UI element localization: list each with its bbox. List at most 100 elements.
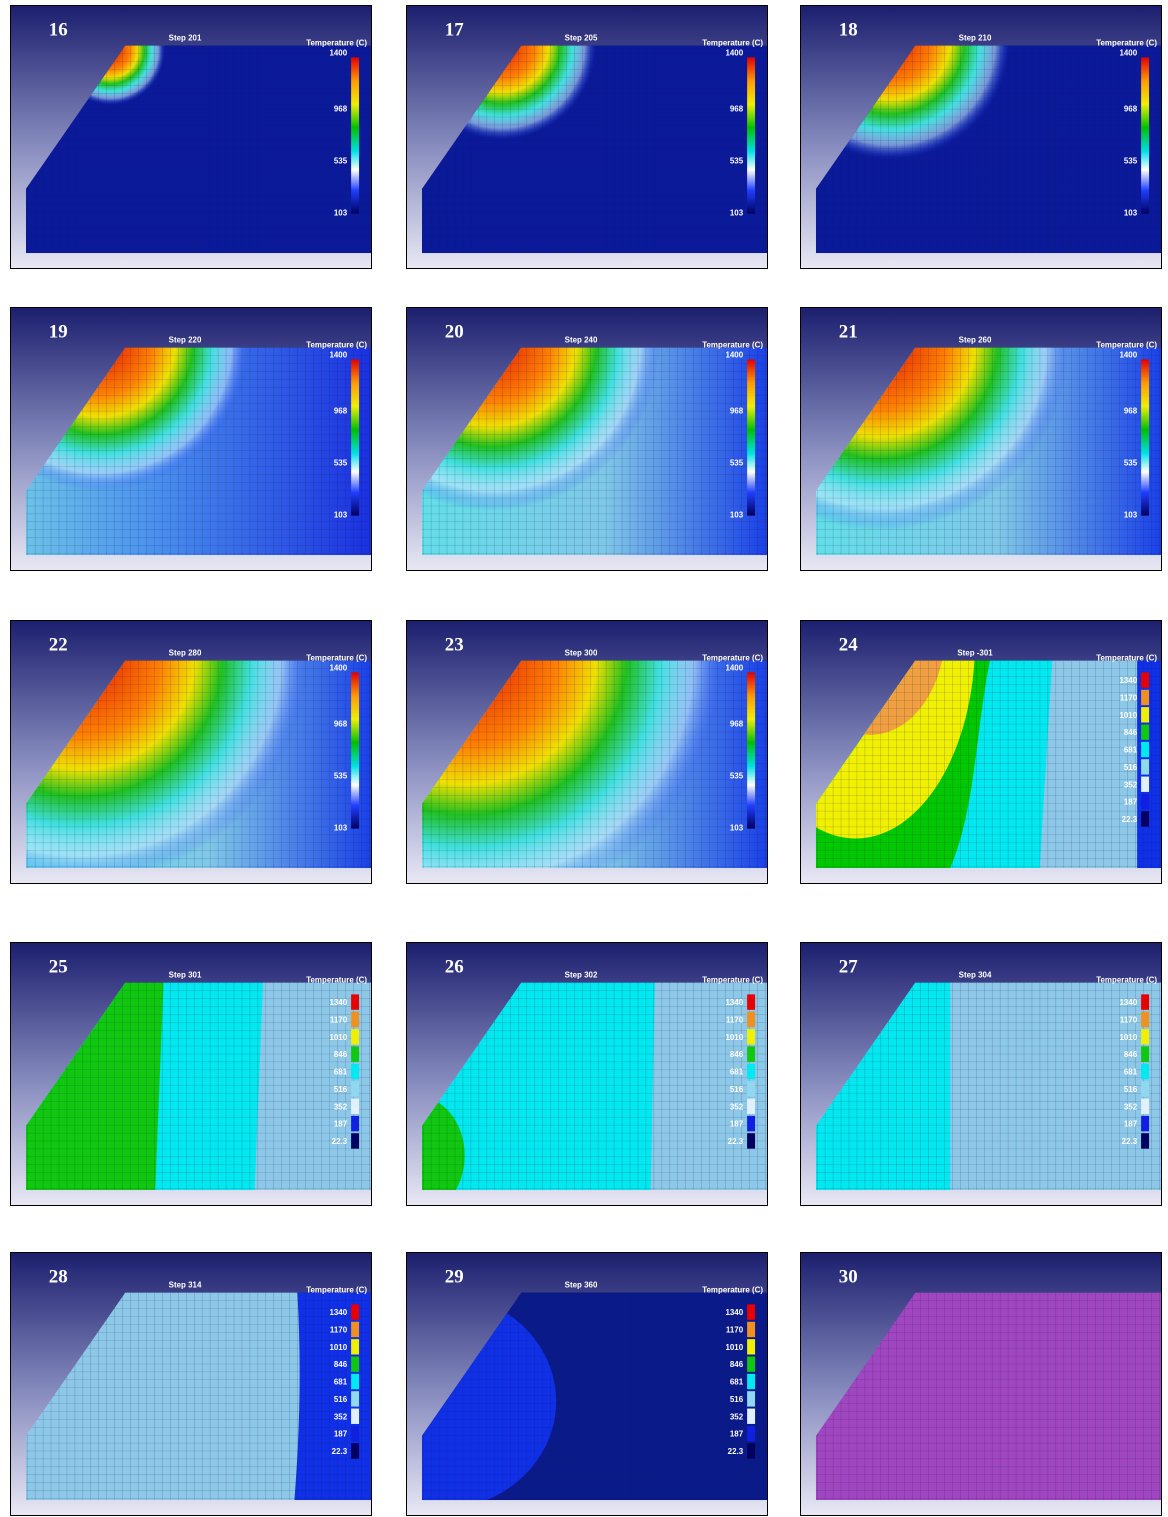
legend-tick: 1340 <box>329 1308 347 1317</box>
color-bar <box>747 672 755 828</box>
panel-view: 17Step 205Temperature (C)1400968535103 <box>407 6 767 268</box>
legend-tick: 103 <box>1124 511 1138 520</box>
panel-number: 28 <box>49 1267 68 1288</box>
color-bar-segment <box>747 1081 755 1096</box>
legend-title: Temperature (C) <box>306 654 367 663</box>
color-bar-segment <box>747 1029 755 1044</box>
legend-title: Temperature (C) <box>306 341 367 350</box>
legend-title: Temperature (C) <box>702 1286 763 1295</box>
legend-title: Temperature (C) <box>1096 39 1157 48</box>
color-bar-segment <box>1141 724 1149 739</box>
legend-tick: 1010 <box>1119 711 1137 720</box>
color-bar-segment <box>351 1374 359 1389</box>
step-label: Step 220 <box>169 336 202 345</box>
page: {"panels": [ {"label": "16", "step": "St… <box>0 0 1168 1517</box>
legend-tick: 187 <box>1124 798 1138 807</box>
color-bar-segment <box>351 1099 359 1114</box>
legend-tick: 1010 <box>725 1033 743 1042</box>
color-bar-segment <box>747 1064 755 1079</box>
step-label: Step 301 <box>169 971 202 980</box>
legend-tick: 103 <box>1124 209 1138 218</box>
legend-tick: 352 <box>730 1102 744 1111</box>
legend-tick: 1400 <box>725 664 743 673</box>
legend-tick: 1340 <box>1119 676 1137 685</box>
legend-tick: 968 <box>334 407 348 416</box>
color-bar-segment <box>1141 794 1149 809</box>
color-bar-segment <box>1141 1029 1149 1044</box>
color-bar-segment <box>1141 1099 1149 1114</box>
panel-view: 21Step 260Temperature (C)1400968535103 <box>801 308 1161 570</box>
legend-tick: 1400 <box>329 351 347 360</box>
color-bar-segment <box>351 1012 359 1027</box>
legend-tick: 22.3 <box>1122 815 1138 824</box>
legend-tick: 22.3 <box>728 1137 744 1146</box>
panel-number: 23 <box>445 635 464 656</box>
legend-tick: 535 <box>730 772 744 781</box>
legend-tick: 846 <box>730 1360 744 1369</box>
legend-tick: 681 <box>334 1068 348 1077</box>
legend-tick: 352 <box>1124 780 1138 789</box>
legend-tick: 103 <box>730 824 744 833</box>
color-bar <box>1141 359 1149 515</box>
legend-tick: 535 <box>334 772 348 781</box>
color-bar-segment <box>351 1391 359 1406</box>
color-bar-segment <box>1141 707 1149 722</box>
panel-view: 25Step 301Temperature (C)134011701010846… <box>11 943 371 1205</box>
color-bar <box>351 359 359 515</box>
legend-tick: 968 <box>730 105 744 114</box>
color-bar-segment <box>351 1046 359 1061</box>
color-bar-segment <box>351 1116 359 1131</box>
legend-tick: 1400 <box>725 49 743 58</box>
color-bar-segment <box>747 1374 755 1389</box>
legend-tick: 1340 <box>725 1308 743 1317</box>
color-bar-segment <box>351 1304 359 1319</box>
result-panel: 29Step 360Temperature (C)134011701010846… <box>406 1252 768 1516</box>
color-bar <box>747 359 755 515</box>
step-label: Step 210 <box>959 34 992 43</box>
color-bar-segment <box>747 1356 755 1371</box>
legend-tick: 516 <box>730 1395 744 1404</box>
legend-tick: 1400 <box>329 49 347 58</box>
legend-tick: 352 <box>730 1412 744 1421</box>
legend-title: Temperature (C) <box>306 1286 367 1295</box>
legend-title: Temperature (C) <box>702 976 763 985</box>
legend-tick: 846 <box>730 1050 744 1059</box>
result-panel: 27Step 304Temperature (C)134011701010846… <box>800 942 1162 1206</box>
color-bar-segment <box>747 1116 755 1131</box>
legend-tick: 516 <box>334 1085 348 1094</box>
color-bar-segment <box>1141 672 1149 687</box>
color-bar-segment <box>747 1426 755 1441</box>
panel-number: 29 <box>445 1267 464 1288</box>
legend-tick: 968 <box>1124 407 1138 416</box>
step-label: Step 205 <box>565 34 598 43</box>
legend-tick: 535 <box>334 459 348 468</box>
panel-number: 22 <box>49 635 68 656</box>
color-bar <box>1141 57 1149 213</box>
color-bar-segment <box>1141 1064 1149 1079</box>
legend-tick: 535 <box>1124 459 1138 468</box>
legend-tick: 22.3 <box>1122 1137 1138 1146</box>
color-bar-segment <box>351 1409 359 1424</box>
legend-tick: 22.3 <box>728 1447 744 1456</box>
panel-number: 19 <box>49 322 68 343</box>
step-label: Step 280 <box>169 649 202 658</box>
legend-tick: 516 <box>1124 1085 1138 1094</box>
legend-title: Temperature (C) <box>1096 341 1157 350</box>
color-bar <box>351 57 359 213</box>
color-bar-segment <box>747 1099 755 1114</box>
panel-view: 24Step -301Temperature (C)13401170101084… <box>801 621 1161 883</box>
step-label: Step 360 <box>565 1281 598 1290</box>
legend-tick: 516 <box>730 1085 744 1094</box>
color-bar-segment <box>747 994 755 1009</box>
color-bar-segment <box>1141 759 1149 774</box>
panel-view: 26Step 302Temperature (C)134011701010846… <box>407 943 767 1205</box>
color-bar-segment <box>747 1409 755 1424</box>
panel-number: 18 <box>839 20 858 41</box>
legend-tick: 846 <box>334 1360 348 1369</box>
